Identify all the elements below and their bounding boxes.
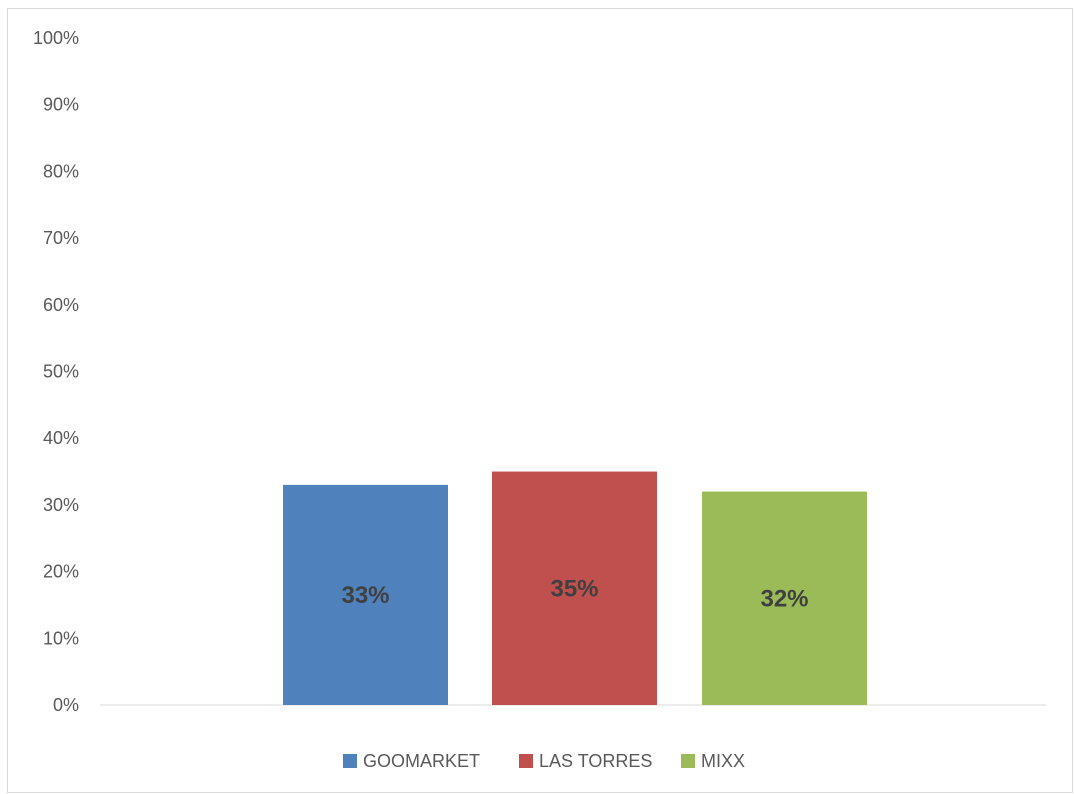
y-tick-label: 90% xyxy=(43,95,79,115)
data-label: 35% xyxy=(550,575,598,602)
y-tick-label: 0% xyxy=(53,695,79,715)
legend-swatch xyxy=(519,754,533,768)
bar-las-torres xyxy=(492,471,657,705)
bar-mixx xyxy=(702,491,867,705)
y-tick-label: 30% xyxy=(43,495,79,515)
y-tick-label: 60% xyxy=(43,295,79,315)
y-tick-label: 10% xyxy=(43,628,79,648)
y-axis-ticks: 0% 10% 20% 30% 40% 50% 60% 70% 80% 90% 100% xyxy=(33,28,79,715)
y-tick-label: 50% xyxy=(43,362,79,382)
legend-label: GOOMARKET xyxy=(363,751,480,771)
legend-swatch xyxy=(343,754,357,768)
legend: GOOMARKET LAS TORRES MIXX xyxy=(343,751,745,771)
legend-label: LAS TORRES xyxy=(539,751,652,771)
y-tick-label: 20% xyxy=(43,562,79,582)
bars xyxy=(283,471,867,705)
y-tick-label: 80% xyxy=(43,161,79,181)
legend-swatch xyxy=(681,754,695,768)
data-label: 32% xyxy=(760,585,808,612)
y-tick-label: 70% xyxy=(43,228,79,248)
data-labels: 33% 35% 32% xyxy=(341,575,808,612)
legend-label: MIXX xyxy=(701,751,745,771)
y-tick-label: 100% xyxy=(33,28,79,48)
bar-goomarket xyxy=(283,484,448,705)
data-label: 33% xyxy=(341,582,389,609)
y-tick-label: 40% xyxy=(43,428,79,448)
